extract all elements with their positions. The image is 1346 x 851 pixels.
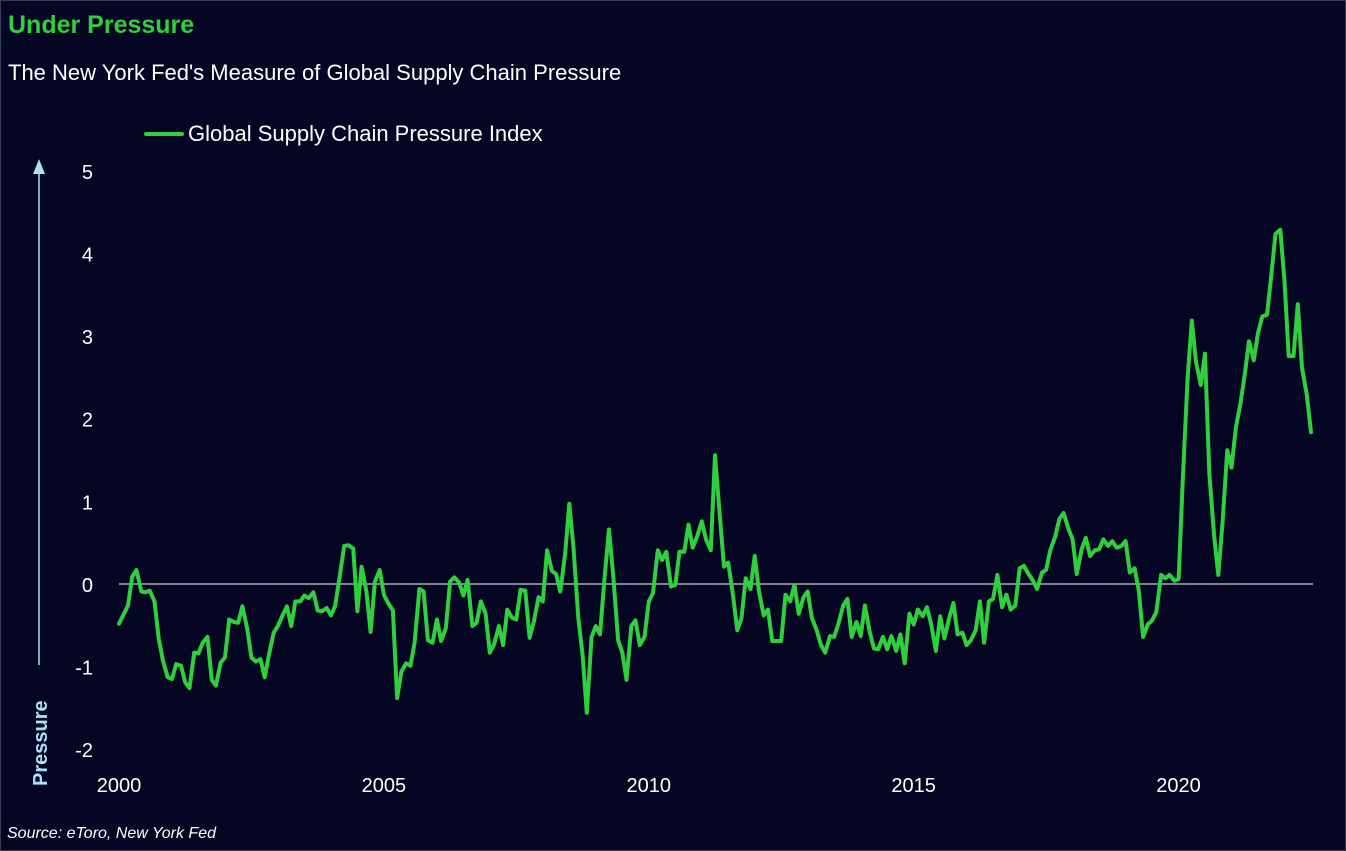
series-line-gscpi <box>117 227 1313 715</box>
y-tick-label: 2 <box>82 410 93 432</box>
y-tick-label: 3 <box>82 327 93 349</box>
y-tick-label: 4 <box>82 245 93 267</box>
y-axis-arrow <box>33 159 45 665</box>
x-tick-label: 2005 <box>362 775 407 797</box>
y-axis-label: Pressure <box>30 700 52 786</box>
legend-label: Global Supply Chain Pressure Index <box>188 121 543 146</box>
y-tick-label: 0 <box>82 575 93 597</box>
legend-line-swatch <box>144 132 184 136</box>
x-tick-label: 2020 <box>1156 775 1201 797</box>
chart-subtitle: The New York Fed's Measure of Global Sup… <box>8 60 622 85</box>
source-note: Source: eToro, New York Fed <box>7 825 216 842</box>
x-tick-label: 2000 <box>97 775 142 797</box>
y-tick-label: 5 <box>82 162 93 184</box>
y-tick-label: -2 <box>75 740 93 762</box>
x-tick-label: 2010 <box>627 775 672 797</box>
chart-title: Under Pressure <box>8 11 195 39</box>
legend: Global Supply Chain Pressure Index <box>144 121 543 147</box>
y-tick-labels: -2 -1 0 1 2 3 4 5 <box>75 162 93 762</box>
x-tick-labels: 2000 2005 2010 2015 2020 <box>97 775 1201 797</box>
x-tick-label: 2015 <box>891 775 936 797</box>
y-tick-label: -1 <box>75 657 93 679</box>
y-tick-label: 1 <box>82 492 93 514</box>
